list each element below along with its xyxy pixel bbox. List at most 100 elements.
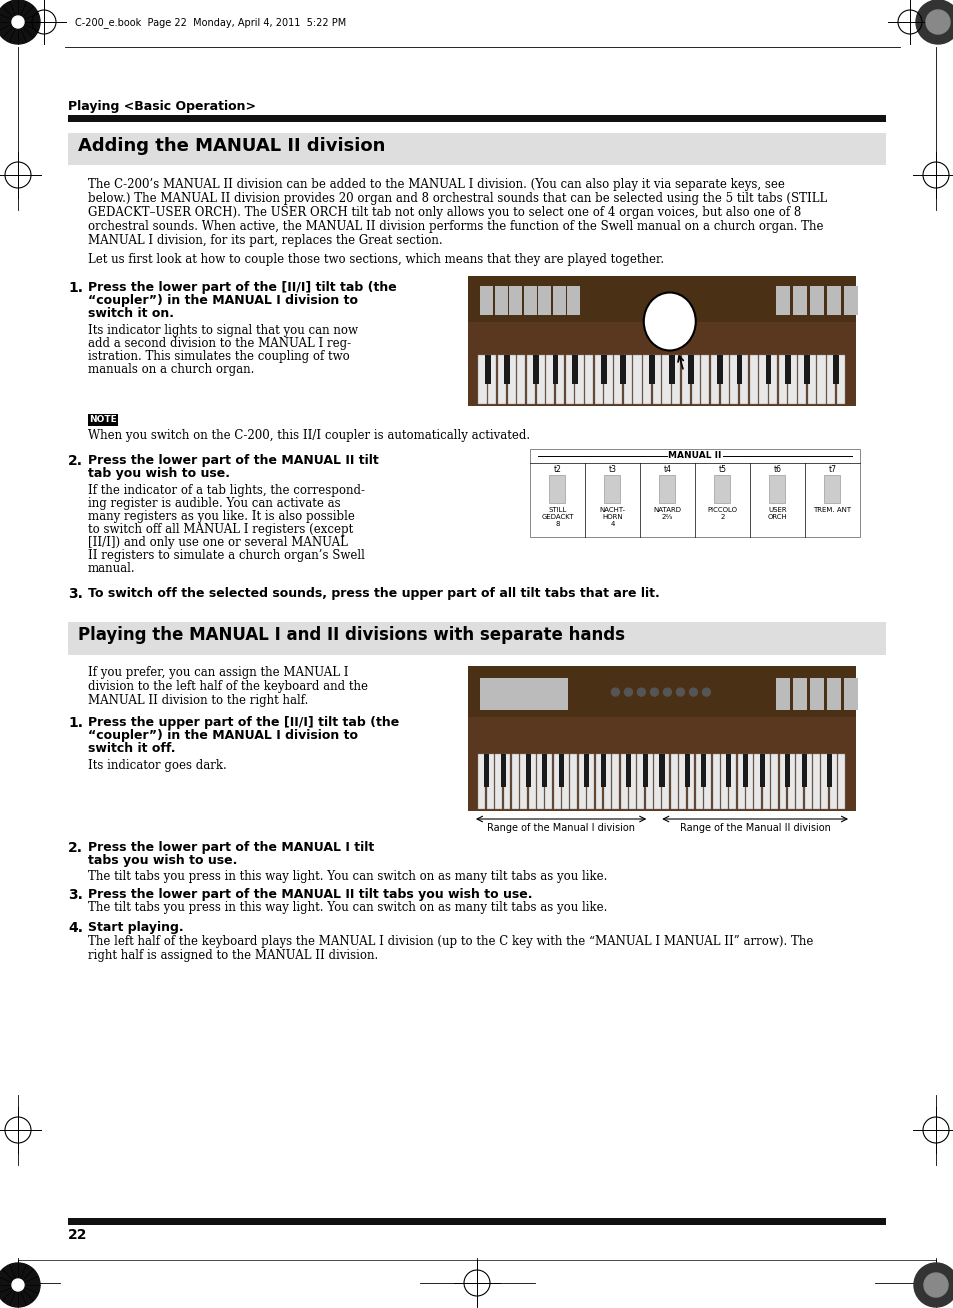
Bar [679,753,685,810]
Bar [759,354,767,404]
Bar [784,753,789,787]
Circle shape [611,688,618,696]
Bar [659,475,675,504]
Text: [II/I]) and only use one or several MANUAL: [II/I]) and only use one or several MANU… [88,536,348,549]
Bar [525,753,530,787]
Bar [740,354,747,404]
Text: Press the lower part of the [II/I] tilt tab (the: Press the lower part of the [II/I] tilt … [88,281,396,294]
Text: GEDACKT–USER ORCH). The USER ORCH tilt tab not only allows you to select one of : GEDACKT–USER ORCH). The USER ORCH tilt t… [88,205,801,218]
Bar [500,753,505,787]
Text: NACHT-: NACHT- [598,508,625,513]
Bar [552,286,565,315]
Bar [681,354,689,404]
Bar [575,354,583,404]
Bar [468,666,855,811]
Bar [594,354,602,404]
Text: To switch off the selected sounds, press the upper part of all tilt tabs that ar: To switch off the selected sounds, press… [88,587,659,600]
Bar [619,354,625,385]
Bar [749,354,757,404]
Text: division to the left half of the keyboard and the: division to the left half of the keyboar… [88,680,368,693]
Bar [687,753,694,810]
Bar [691,354,699,404]
Bar [584,354,593,404]
Bar [696,753,702,810]
Bar [468,666,855,717]
Text: The tilt tabs you press in this way light. You can switch on as many tilt tabs a: The tilt tabs you press in this way ligh… [88,870,607,883]
Bar [826,753,831,787]
Text: Press the lower part of the MANUAL II tilt: Press the lower part of the MANUAL II ti… [88,454,378,467]
Bar [703,753,710,810]
Bar [633,354,641,404]
Bar [654,753,660,810]
Circle shape [923,1273,947,1298]
Bar [725,753,731,787]
Bar [468,276,855,322]
Bar [572,354,578,385]
Bar [807,354,815,404]
Bar [492,678,505,709]
Bar [600,354,606,385]
Bar [468,276,855,405]
Bar [604,475,619,504]
Bar [661,753,669,810]
Text: USER: USER [767,508,786,513]
Text: II registers to simulate a church organ’s Swell: II registers to simulate a church organ’… [88,549,364,562]
Bar [833,354,839,385]
Bar [769,475,784,504]
Bar [479,678,493,709]
Bar [503,753,510,810]
Text: 2.: 2. [68,454,83,468]
Bar [684,753,689,787]
Bar [612,753,618,810]
Bar [553,753,560,810]
Bar [503,354,510,385]
Bar [775,286,789,315]
Bar [517,354,525,404]
Bar [552,354,558,385]
Bar [668,354,674,385]
Text: 2⅔: 2⅔ [661,514,673,521]
Bar [792,286,806,315]
Bar [826,354,835,404]
Text: STILL: STILL [548,508,566,513]
Text: MANUAL II: MANUAL II [668,451,720,460]
Text: ORCH: ORCH [767,514,786,521]
Bar [512,753,518,810]
Bar [796,753,802,810]
Bar [595,753,602,810]
Bar [809,286,823,315]
Circle shape [637,688,645,696]
Bar [495,753,501,810]
Bar [478,354,486,404]
Bar [68,115,885,122]
Text: t5: t5 [718,466,726,473]
Text: Press the upper part of the [II/I] tilt tab (the: Press the upper part of the [II/I] tilt … [88,715,399,729]
Circle shape [915,0,953,44]
Text: t7: t7 [827,466,836,473]
Bar [578,753,585,810]
Text: ing register is audible. You can activate as: ing register is audible. You can activat… [88,497,340,510]
Circle shape [913,1264,953,1307]
Bar [720,753,727,810]
Text: orchestral sounds. When active, the MANUAL II division performs the function of : orchestral sounds. When active, the MANU… [88,220,822,233]
Text: switch it off.: switch it off. [88,742,175,755]
Bar [801,753,806,787]
Bar [817,354,824,404]
Bar [649,354,655,385]
Bar [843,286,857,315]
Bar [787,354,796,404]
Bar [843,678,857,709]
Bar [583,753,589,787]
Bar [737,753,744,810]
Bar [523,286,536,315]
Bar [537,286,551,315]
Bar [517,678,530,709]
Text: 2: 2 [720,514,724,521]
Bar [519,753,527,810]
Text: tabs you wish to use.: tabs you wish to use. [88,854,237,867]
Circle shape [676,688,683,696]
Text: istration. This simulates the coupling of two: istration. This simulates the coupling o… [88,351,350,364]
Bar [742,753,747,787]
Bar [717,354,722,385]
Text: t3: t3 [608,466,616,473]
